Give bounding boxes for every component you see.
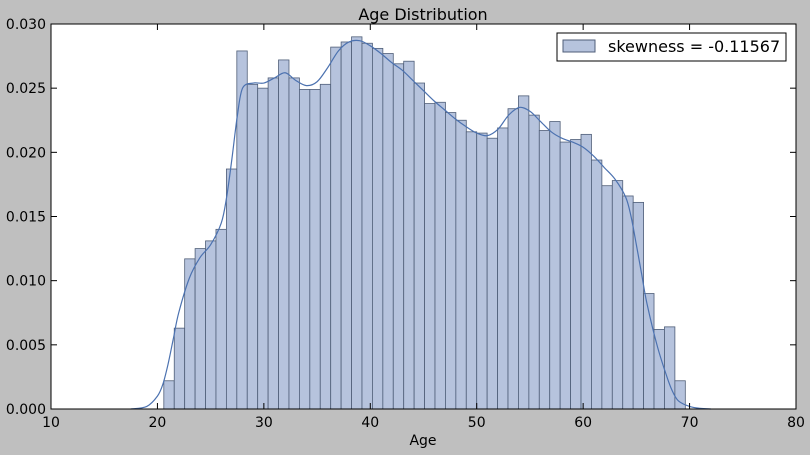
histogram-bar bbox=[215, 228, 227, 410]
histogram-bar bbox=[507, 108, 519, 410]
x-tick-label: 30 bbox=[255, 415, 273, 431]
histogram-bar bbox=[225, 168, 238, 410]
histogram-bar bbox=[518, 95, 530, 410]
histogram-bar bbox=[538, 130, 551, 410]
histogram-bar bbox=[580, 133, 592, 410]
chart-title: Age Distribution bbox=[358, 5, 487, 24]
histogram-bar bbox=[403, 60, 415, 410]
histogram-bar bbox=[497, 127, 509, 410]
histogram-bar bbox=[434, 101, 446, 410]
y-tick-label: 0.025 bbox=[6, 81, 46, 97]
y-tick-label: 0.020 bbox=[6, 145, 46, 161]
histogram-bar bbox=[570, 139, 582, 410]
histogram-bar bbox=[278, 59, 290, 410]
y-tick-label: 0.000 bbox=[6, 402, 46, 418]
histogram-bar bbox=[361, 42, 373, 410]
histogram-bar bbox=[601, 185, 613, 410]
y-tick-label: 0.005 bbox=[6, 338, 46, 354]
histogram-bar bbox=[382, 53, 394, 410]
histogram-bar bbox=[611, 180, 624, 410]
histogram-bar bbox=[622, 195, 634, 410]
x-tick-label: 10 bbox=[42, 415, 60, 431]
histogram-bar bbox=[591, 159, 603, 410]
histogram-bar bbox=[424, 103, 436, 410]
x-tick-label: 80 bbox=[787, 415, 805, 431]
histogram-bar bbox=[528, 114, 540, 410]
histogram-bar bbox=[445, 112, 457, 410]
histogram-bar bbox=[351, 36, 363, 410]
histogram-bar bbox=[194, 248, 206, 410]
histogram-bar bbox=[413, 82, 425, 410]
histogram-bar bbox=[299, 89, 311, 410]
y-tick-label: 0.015 bbox=[6, 210, 46, 226]
x-tick-label: 20 bbox=[149, 415, 167, 431]
histogram-bar bbox=[184, 258, 196, 410]
histogram-bar bbox=[246, 83, 259, 410]
kde-line bbox=[130, 39, 711, 410]
histogram-bar bbox=[392, 63, 405, 410]
histogram-bar bbox=[173, 327, 186, 410]
legend: skewness = -0.11567 bbox=[556, 32, 787, 62]
x-tick-label: 50 bbox=[468, 415, 486, 431]
y-tick-label: 0.010 bbox=[6, 274, 46, 290]
legend-swatch bbox=[562, 39, 596, 53]
x-axis-label: Age bbox=[409, 433, 436, 449]
histogram-bar bbox=[340, 41, 352, 410]
histogram-bar bbox=[288, 77, 300, 410]
x-tick-label: 70 bbox=[681, 415, 699, 431]
histogram-bar bbox=[455, 119, 467, 410]
histogram-bar bbox=[476, 132, 488, 410]
legend-label: skewness = -0.11567 bbox=[608, 37, 780, 56]
histogram-bar bbox=[559, 141, 571, 410]
x-tick-label: 40 bbox=[361, 415, 379, 431]
y-tick-label: 0.030 bbox=[6, 17, 46, 33]
histogram-bar bbox=[549, 121, 561, 410]
histogram-bar bbox=[205, 240, 217, 410]
x-tick-label: 60 bbox=[574, 415, 592, 431]
histogram-bar bbox=[486, 137, 498, 410]
y-axis: 0.000 0.005 0.010 0.015 0.020 0.025 0.030 bbox=[6, 17, 796, 418]
histogram-bar bbox=[465, 131, 478, 410]
histogram-bar bbox=[319, 83, 332, 410]
histogram-bar bbox=[372, 47, 384, 410]
histogram-bar bbox=[664, 326, 676, 410]
histogram-bar bbox=[267, 77, 279, 410]
histogram-bar bbox=[163, 380, 175, 410]
histogram-bar bbox=[257, 87, 269, 410]
histogram-bar bbox=[309, 89, 321, 410]
histogram-bar bbox=[330, 46, 342, 410]
x-axis: 10 20 30 40 50 60 70 80 bbox=[42, 24, 805, 431]
